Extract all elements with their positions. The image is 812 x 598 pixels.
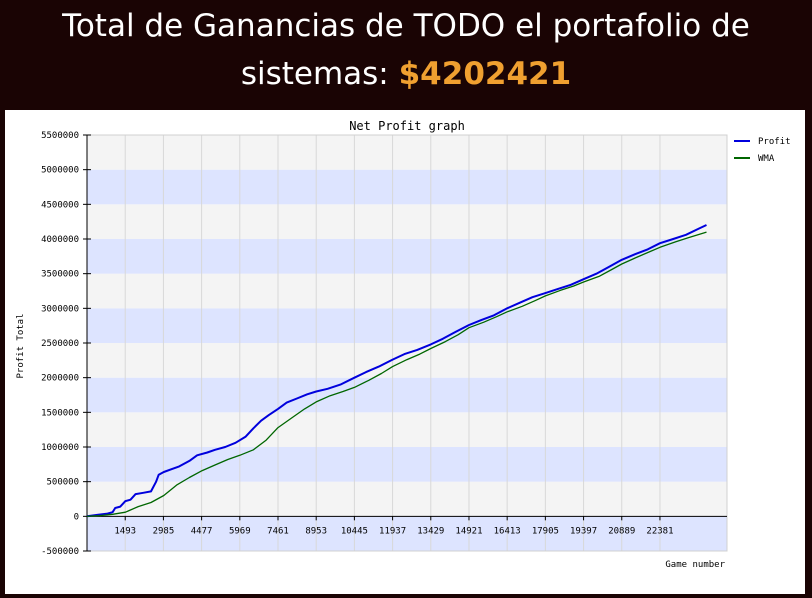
chart-legend: Profit WMA bbox=[734, 137, 791, 164]
plot-bands bbox=[87, 135, 727, 551]
x-tick-label: 7461 bbox=[267, 526, 289, 536]
y-axis-label: Profit Total bbox=[16, 313, 26, 378]
plot-band bbox=[87, 412, 727, 447]
x-tick-label: 17905 bbox=[532, 526, 559, 536]
y-axis: -500000 0 500000 1000000 1500000 2000000 25000… bbox=[41, 131, 91, 557]
headline-line-2: sistemas: $4202421 bbox=[0, 50, 812, 98]
series-line-wma bbox=[86, 231, 707, 517]
plot-band bbox=[87, 239, 727, 274]
x-tick-label: 14921 bbox=[455, 526, 482, 536]
x-tick-label: 10445 bbox=[341, 526, 368, 536]
series-line-profit bbox=[86, 224, 707, 518]
page-headline: Total de Ganancias de TODO el portafolio… bbox=[0, 0, 812, 108]
x-axis-label: Game number bbox=[665, 560, 725, 570]
x-tick-label: 5969 bbox=[229, 526, 251, 536]
legend-label: Profit bbox=[758, 137, 791, 147]
x-tick-label: 16413 bbox=[494, 526, 521, 536]
y-tick-label: 3000000 bbox=[41, 304, 79, 314]
plot-band bbox=[87, 204, 727, 239]
chart-panel: -500000 0 500000 1000000 1500000 2000000 25000… bbox=[5, 110, 805, 594]
x-tick-label: 11937 bbox=[379, 526, 406, 536]
vertical-gridlines bbox=[124, 135, 661, 551]
total-profit-amount: $4202421 bbox=[398, 56, 572, 92]
plot-band bbox=[87, 135, 727, 170]
y-tick-label: 1500000 bbox=[41, 408, 79, 418]
y-tick-label: 2500000 bbox=[41, 339, 79, 349]
y-tick-label: -500000 bbox=[41, 547, 79, 557]
x-tick-label: 4477 bbox=[191, 526, 213, 536]
y-tick-label: 500000 bbox=[46, 478, 79, 488]
headline-prefix: sistemas: bbox=[240, 56, 399, 92]
plot-band bbox=[87, 516, 727, 551]
x-tick-label: 20889 bbox=[608, 526, 635, 536]
x-tick-label: 2985 bbox=[153, 526, 175, 536]
x-tick-label: 8953 bbox=[305, 526, 327, 536]
headline-line-1: Total de Ganancias de TODO el portafolio… bbox=[62, 8, 750, 44]
x-axis: 1493 2985 4477 5969 7461 8953 10445 11937 13429 1… bbox=[87, 515, 727, 536]
plot-band bbox=[87, 273, 727, 309]
chart-title: Net Profit graph bbox=[349, 119, 465, 133]
series-lines bbox=[86, 224, 707, 518]
y-tick-label: 5000000 bbox=[41, 166, 79, 176]
y-tick-label: 4000000 bbox=[41, 235, 79, 245]
y-tick-label: 5500000 bbox=[41, 131, 79, 141]
plot-band bbox=[87, 377, 727, 413]
x-tick-label: 13429 bbox=[417, 526, 444, 536]
net-profit-chart: -500000 0 500000 1000000 1500000 2000000 25000… bbox=[16, 119, 791, 570]
x-tick-label: 1493 bbox=[114, 526, 136, 536]
x-tick-label: 19397 bbox=[570, 526, 597, 536]
y-tick-label: 2000000 bbox=[41, 374, 79, 384]
plot-band bbox=[87, 343, 727, 378]
y-tick-label: 4500000 bbox=[41, 200, 79, 210]
plot-band bbox=[87, 481, 727, 517]
y-tick-label: 0 bbox=[74, 512, 79, 522]
y-tick-label: 1000000 bbox=[41, 443, 79, 453]
y-tick-label: 3500000 bbox=[41, 270, 79, 280]
x-tick-label: 22381 bbox=[646, 526, 673, 536]
plot-band bbox=[87, 169, 727, 205]
plot-band bbox=[87, 308, 727, 343]
legend-label: WMA bbox=[758, 154, 775, 164]
